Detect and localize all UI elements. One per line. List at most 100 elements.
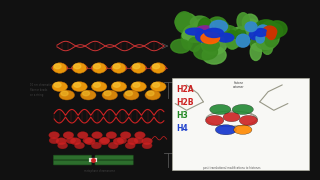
- Ellipse shape: [175, 13, 197, 31]
- Ellipse shape: [127, 138, 138, 145]
- Ellipse shape: [102, 90, 117, 100]
- Ellipse shape: [186, 28, 204, 35]
- Text: 10 nm chromatin
fiber or beads
on a string: 10 nm chromatin fiber or beads on a stri…: [30, 83, 52, 97]
- Ellipse shape: [250, 43, 261, 60]
- Ellipse shape: [145, 90, 160, 100]
- Ellipse shape: [196, 33, 205, 40]
- Ellipse shape: [230, 27, 253, 40]
- Text: post-translational modifications to histones: post-translational modifications to hist…: [203, 166, 260, 170]
- Ellipse shape: [56, 138, 67, 145]
- Ellipse shape: [74, 83, 81, 87]
- Ellipse shape: [193, 19, 214, 35]
- Ellipse shape: [125, 91, 132, 96]
- Ellipse shape: [234, 125, 252, 134]
- Ellipse shape: [147, 91, 154, 96]
- Ellipse shape: [91, 142, 101, 149]
- Ellipse shape: [124, 90, 139, 100]
- Ellipse shape: [153, 64, 160, 69]
- Ellipse shape: [93, 64, 100, 69]
- Ellipse shape: [223, 112, 240, 122]
- Ellipse shape: [117, 137, 127, 144]
- Ellipse shape: [245, 19, 257, 28]
- FancyBboxPatch shape: [172, 78, 309, 170]
- Ellipse shape: [72, 82, 87, 91]
- Text: H4: H4: [177, 123, 188, 132]
- Ellipse shape: [112, 63, 126, 73]
- Ellipse shape: [84, 138, 95, 145]
- Ellipse shape: [194, 44, 218, 60]
- Ellipse shape: [203, 39, 219, 51]
- Ellipse shape: [263, 26, 277, 37]
- Ellipse shape: [262, 40, 273, 54]
- Text: H3: H3: [177, 111, 188, 120]
- Text: Histone modifications occur at
the N-terminal end ==> may
explain how DNA can re: Histone modifications occur at the N-ter…: [88, 17, 190, 39]
- Ellipse shape: [190, 16, 209, 29]
- Ellipse shape: [81, 90, 96, 100]
- Ellipse shape: [151, 63, 165, 73]
- Ellipse shape: [111, 82, 127, 91]
- Ellipse shape: [217, 33, 234, 42]
- Ellipse shape: [99, 138, 109, 145]
- Ellipse shape: [261, 21, 278, 39]
- Ellipse shape: [267, 21, 287, 37]
- Ellipse shape: [58, 142, 68, 149]
- Ellipse shape: [104, 91, 111, 96]
- Ellipse shape: [188, 37, 200, 51]
- Ellipse shape: [100, 137, 110, 144]
- Ellipse shape: [61, 91, 68, 96]
- Ellipse shape: [208, 17, 227, 33]
- Ellipse shape: [120, 132, 131, 139]
- Ellipse shape: [77, 132, 88, 139]
- FancyBboxPatch shape: [95, 160, 133, 165]
- FancyBboxPatch shape: [95, 155, 133, 160]
- Ellipse shape: [108, 142, 118, 149]
- Ellipse shape: [125, 142, 135, 149]
- Ellipse shape: [249, 30, 261, 40]
- Ellipse shape: [54, 64, 61, 69]
- FancyBboxPatch shape: [53, 160, 92, 165]
- Ellipse shape: [196, 31, 215, 42]
- Ellipse shape: [257, 25, 269, 37]
- Ellipse shape: [239, 115, 258, 125]
- Ellipse shape: [210, 104, 231, 114]
- Ellipse shape: [202, 35, 227, 55]
- Ellipse shape: [226, 30, 238, 49]
- Ellipse shape: [236, 34, 250, 47]
- Ellipse shape: [250, 35, 271, 51]
- Ellipse shape: [59, 90, 75, 100]
- Ellipse shape: [70, 138, 81, 145]
- Ellipse shape: [135, 132, 145, 139]
- Ellipse shape: [254, 29, 267, 37]
- Ellipse shape: [215, 125, 236, 135]
- Text: metaphase chromosome: metaphase chromosome: [84, 169, 115, 173]
- Ellipse shape: [153, 83, 160, 87]
- Ellipse shape: [205, 115, 224, 125]
- Ellipse shape: [182, 29, 206, 42]
- Ellipse shape: [235, 29, 246, 41]
- Ellipse shape: [256, 38, 276, 50]
- Ellipse shape: [83, 91, 90, 96]
- Ellipse shape: [255, 20, 277, 33]
- Ellipse shape: [92, 132, 102, 139]
- Ellipse shape: [75, 142, 84, 149]
- Text: H2B: H2B: [177, 98, 194, 107]
- Ellipse shape: [245, 22, 257, 32]
- Ellipse shape: [93, 83, 100, 87]
- Text: H2A: H2A: [177, 86, 194, 94]
- Ellipse shape: [49, 137, 59, 144]
- Ellipse shape: [83, 137, 93, 144]
- Ellipse shape: [142, 138, 152, 145]
- Ellipse shape: [181, 27, 193, 49]
- Ellipse shape: [225, 31, 235, 44]
- Ellipse shape: [54, 83, 61, 87]
- Ellipse shape: [210, 21, 228, 33]
- Ellipse shape: [220, 26, 237, 39]
- Ellipse shape: [106, 132, 117, 139]
- Text: histone
octamer: histone octamer: [233, 81, 244, 89]
- FancyBboxPatch shape: [53, 155, 92, 160]
- Ellipse shape: [72, 63, 86, 73]
- Ellipse shape: [175, 12, 193, 33]
- Ellipse shape: [196, 26, 214, 35]
- Ellipse shape: [242, 14, 258, 31]
- Ellipse shape: [52, 82, 68, 91]
